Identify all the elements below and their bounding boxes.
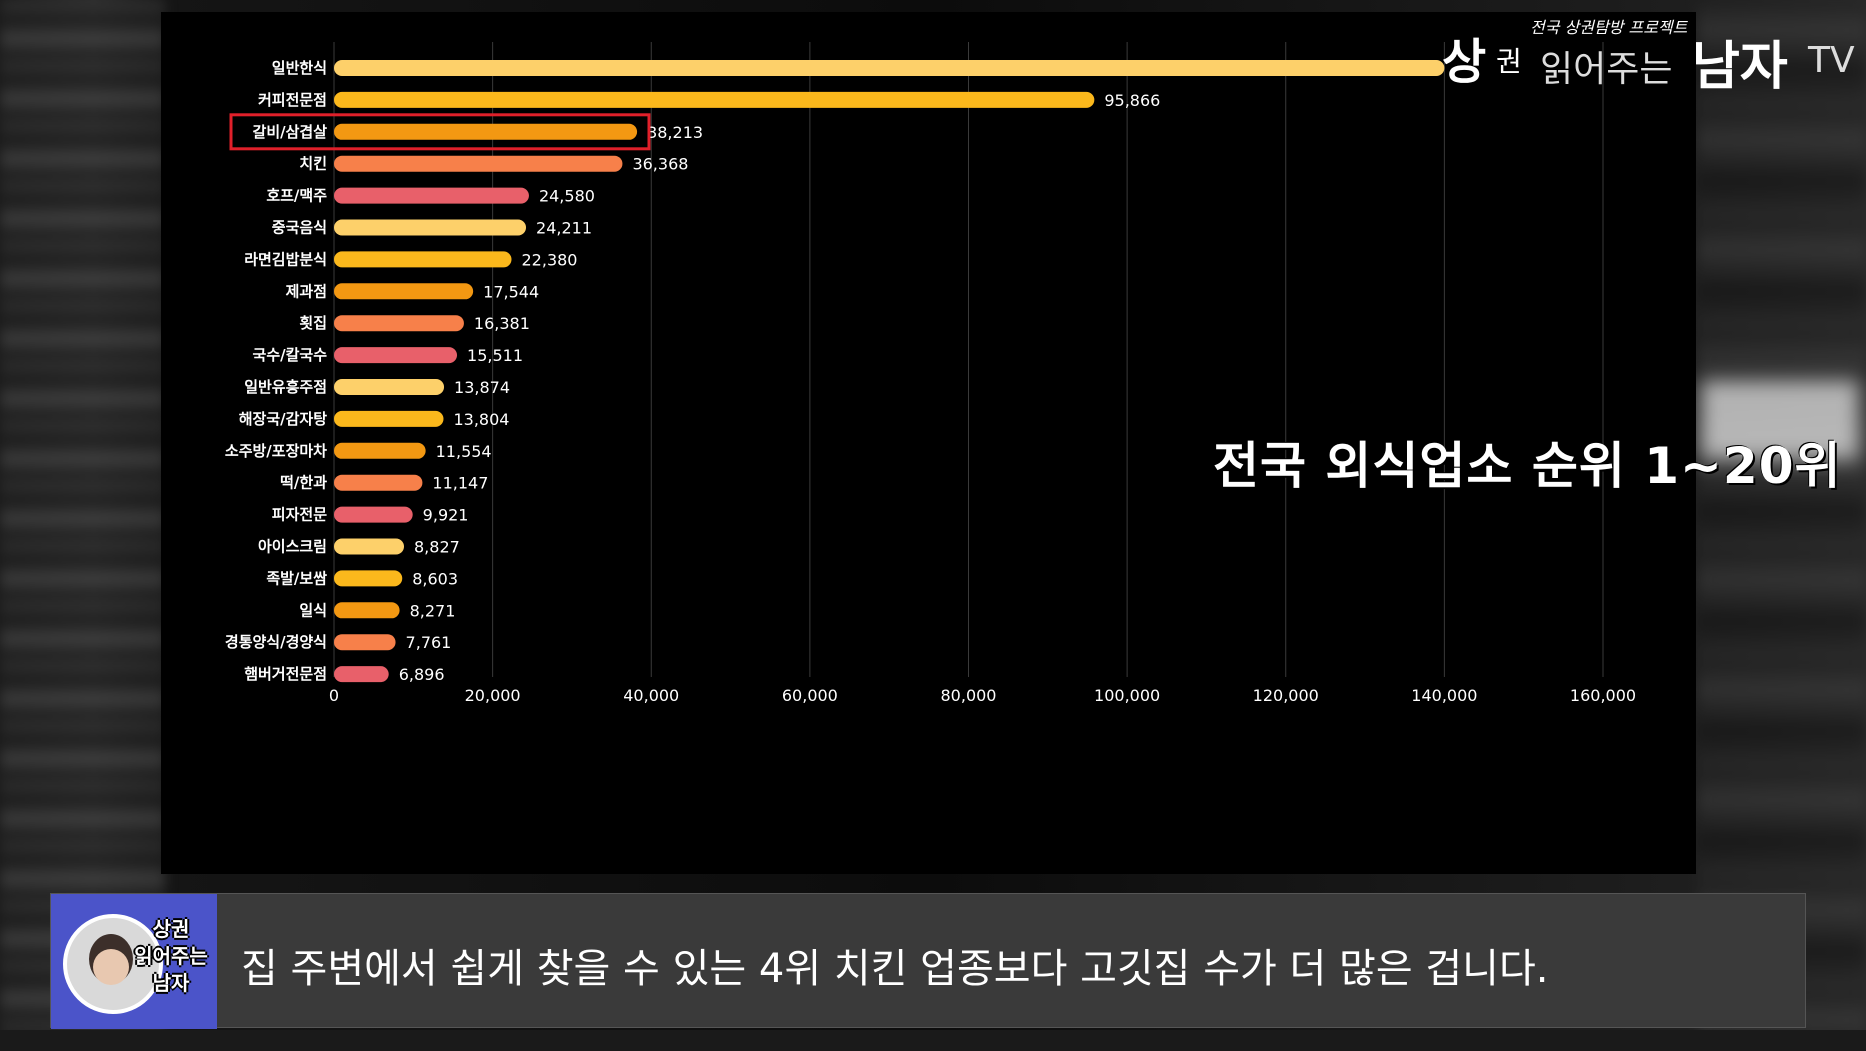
value-label: 8,827	[414, 538, 460, 557]
x-tick-label: 60,000	[782, 686, 838, 705]
category-label: 횟집	[299, 314, 327, 332]
bar	[334, 570, 403, 587]
category-label: 일반유흥주점	[244, 378, 327, 396]
value-label: 17,544	[483, 282, 539, 301]
avatar-face	[93, 949, 129, 985]
value-label: 8,603	[412, 569, 458, 588]
value-label: 13,874	[454, 378, 510, 397]
value-label: 13,804	[453, 410, 509, 429]
bar	[334, 379, 445, 395]
x-tick-label: 40,000	[623, 686, 679, 705]
x-tick-label: 20,000	[465, 686, 521, 705]
bar	[334, 155, 623, 172]
value-label: 36,368	[632, 155, 688, 174]
bar	[334, 474, 423, 491]
bar	[334, 219, 527, 236]
logo-gwon: 권	[1496, 45, 1522, 78]
category-label: 라면김밥분식	[244, 250, 327, 268]
value-label: 6,896	[399, 665, 445, 684]
bar	[334, 442, 426, 459]
value-label: 11,147	[432, 474, 488, 493]
category-label: 중국음식	[272, 219, 327, 237]
bar	[334, 123, 638, 140]
bar	[334, 187, 529, 204]
bar	[334, 315, 464, 332]
value-label: 7,761	[406, 633, 452, 652]
avatar: 상권 읽어주는 남자	[51, 894, 217, 1029]
avatar-caption-line: 읽어주는	[134, 944, 208, 968]
bar	[334, 666, 389, 683]
category-label: 해장국/감자탕	[239, 410, 327, 428]
logo-tv: TV	[1808, 40, 1855, 81]
avatar-caption: 상권 읽어주는 남자	[127, 916, 215, 997]
subtitle-bar: 상권 읽어주는 남자 집 주변에서 쉽게 찾을 수 있는 4위 치킨 업종보다 …	[50, 893, 1806, 1029]
bar	[334, 251, 512, 268]
value-label: 8,271	[410, 601, 456, 620]
category-label: 족발/보쌈	[266, 569, 327, 587]
bar	[334, 538, 405, 555]
avatar-caption-line: 남자	[152, 971, 190, 995]
bar-chart: 0 20,000 40,000 60,000 80,000 100,000 120,000 1…	[225, 42, 1636, 705]
logo-middle: 읽어주는	[1540, 49, 1673, 90]
value-label: 22,380	[522, 250, 578, 269]
x-tick-label: 160,000	[1570, 686, 1636, 705]
logo-tagline: 전국 상권탐방 프로젝트	[1530, 18, 1688, 37]
bar	[334, 283, 474, 300]
category-label: 치킨	[299, 155, 327, 173]
blurred-background-left	[0, 0, 165, 1051]
bar	[334, 634, 396, 651]
category-label: 소주방/포장마차	[225, 442, 327, 460]
category-label: 커피전문점	[258, 91, 327, 109]
category-label: 경통양식/경양식	[225, 633, 327, 651]
category-label: 일식	[299, 601, 327, 619]
bar	[334, 410, 444, 427]
category-label: 국수/칼국수	[253, 346, 328, 364]
bar	[334, 506, 413, 523]
background-floor	[0, 1030, 1866, 1051]
value-label: 38,213	[647, 123, 703, 142]
category-label: 제과점	[286, 282, 327, 300]
value-label: 9,921	[423, 506, 469, 525]
value-label: 16,381	[474, 314, 530, 333]
bar	[334, 60, 1445, 76]
category-label: 피자전문	[272, 506, 327, 524]
x-tick-label: 120,000	[1253, 686, 1319, 705]
x-tick-label: 0	[329, 686, 339, 705]
blurred-light	[1700, 380, 1860, 460]
value-label: 15,511	[467, 346, 523, 365]
bar	[334, 347, 458, 364]
avatar-caption-line: 상권	[152, 917, 190, 941]
x-tick-label: 140,000	[1411, 686, 1477, 705]
subtitle-text: 집 주변에서 쉽게 찾을 수 있는 4위 치킨 업종보다 고깃집 수가 더 많은…	[241, 946, 1549, 992]
x-tick-label: 80,000	[941, 686, 997, 705]
value-label: 24,580	[539, 187, 595, 206]
bar	[334, 602, 400, 619]
chart-panel: 0 20,000 40,000 60,000 80,000 100,000 120,000 1…	[161, 12, 1841, 874]
category-label: 갈비/삼겹살	[253, 123, 328, 141]
blurred-background-right	[1698, 0, 1866, 1051]
category-label: 떡/한과	[280, 474, 327, 492]
category-label: 아이스크림	[258, 538, 327, 556]
value-label: 11,554	[436, 442, 492, 461]
value-label: 24,211	[536, 219, 592, 238]
bar	[334, 91, 1095, 108]
logo-sang: 상	[1442, 34, 1487, 90]
x-tick-label: 100,000	[1094, 686, 1160, 705]
logo-namja: 남자	[1692, 37, 1788, 97]
category-label: 일반한식	[272, 59, 327, 77]
value-label: 95,866	[1104, 91, 1160, 110]
highlight-box	[229, 113, 651, 151]
chart-title: 전국 외식업소 순위 1~20위	[1213, 437, 1842, 495]
category-label: 햄버거전문점	[244, 665, 327, 683]
category-label: 호프/맥주	[266, 187, 327, 205]
